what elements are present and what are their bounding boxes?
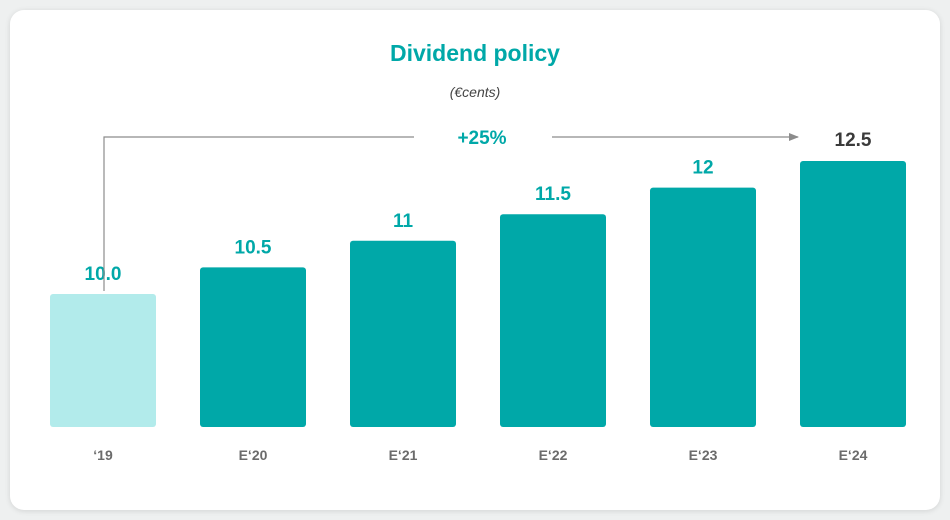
- x-tick-label-0: ‘19: [93, 447, 113, 463]
- bar-1: [200, 267, 306, 427]
- bar-4: [650, 187, 756, 427]
- growth-arrow-left: [103, 136, 414, 291]
- bar-3: [500, 214, 606, 427]
- x-tick-label-3: E‘22: [539, 447, 568, 463]
- value-label-4: 12: [692, 158, 713, 179]
- x-tick-label-5: E‘24: [839, 447, 868, 463]
- growth-label: +25%: [457, 128, 506, 149]
- bar-0: [50, 294, 156, 427]
- value-label-3: 11.5: [535, 184, 571, 205]
- value-label-0: 10.0: [85, 264, 122, 285]
- bar-2: [350, 240, 456, 427]
- x-tick-label-1: E‘20: [239, 447, 268, 463]
- chart-subtitle: (€cents): [449, 84, 501, 100]
- value-label-1: 10.5: [235, 237, 272, 258]
- chart-title: Dividend policy: [390, 40, 560, 66]
- value-label-2: 11: [393, 211, 414, 232]
- value-label-5: 12.5: [835, 130, 872, 151]
- x-tick-label-2: E‘21: [389, 447, 418, 463]
- x-tick-label-4: E‘23: [689, 447, 718, 463]
- bar-5: [800, 161, 906, 427]
- chart-card: [10, 10, 940, 510]
